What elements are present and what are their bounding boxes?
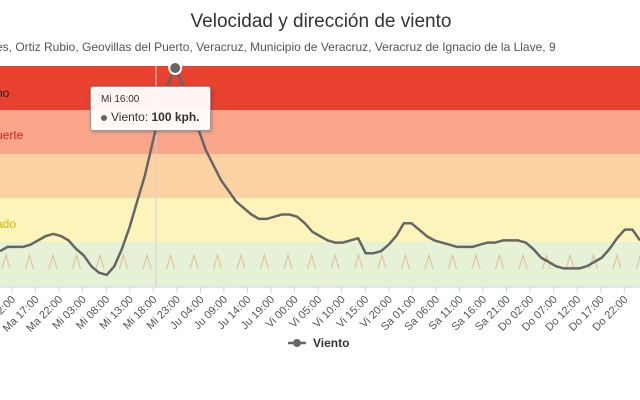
direction-arrow-icon [24, 252, 35, 270]
direction-arrow-icon [306, 252, 317, 270]
band-label-1: uerte [0, 128, 24, 142]
direction-arrow-icon [471, 252, 481, 270]
direction-arrow-icon [236, 252, 246, 270]
direction-arrow-icon [612, 252, 622, 270]
direction-arrow-icon [48, 252, 58, 270]
tooltip: Mi 16:00 Viento: 100 kph. [90, 86, 211, 131]
direction-arrow-icon [189, 252, 199, 270]
tooltip-row: Viento: 100 kph. [101, 110, 200, 124]
tooltip-time: Mi 16:00 [101, 94, 140, 105]
tooltip-value: 100 kph. [151, 110, 200, 124]
direction-arrow-icon [565, 252, 575, 270]
legend-marker-icon [293, 339, 301, 347]
direction-arrow-icon [71, 252, 82, 270]
direction-arrow-icon [118, 252, 129, 270]
direction-arrow-icon [377, 252, 387, 270]
band-2 [0, 154, 640, 198]
chart-subtitle: es, Ortiz Rubio, Geovillas del Puerto, V… [0, 40, 556, 54]
direction-arrow-icon [447, 252, 458, 270]
direction-arrow-icon [142, 252, 152, 270]
direction-arrow-icon [353, 252, 364, 270]
direction-arrow-icon [541, 252, 552, 270]
hover-point[interactable] [168, 61, 183, 75]
wind-bands [0, 66, 640, 287]
direction-arrow-icon [424, 252, 434, 270]
band-label-0: no [0, 86, 10, 100]
direction-arrow-icon [518, 252, 528, 270]
direction-arrow-icon [95, 252, 105, 270]
tooltip-series-dot-icon [101, 114, 107, 121]
tooltip-series-name: Viento [111, 110, 145, 124]
direction-arrow-icon [165, 252, 176, 270]
direction-arrow-icon [283, 252, 293, 270]
legend-label: Viento [313, 336, 349, 350]
band-labels: no uerte ado [0, 86, 24, 231]
band-label-3: ado [0, 217, 16, 231]
direction-arrow-icon [212, 252, 223, 270]
series-line-viento[interactable] [0, 66, 640, 277]
direction-arrow-icon [400, 252, 411, 270]
direction-arrow-icon [494, 252, 505, 270]
direction-arrow-icon [259, 252, 270, 270]
direction-arrow-icon [330, 252, 340, 270]
direction-arrows [1, 252, 640, 270]
chart-title: Velocidad y dirección de viento [191, 11, 452, 32]
legend[interactable]: Viento [288, 336, 349, 350]
direction-arrow-icon [635, 254, 640, 270]
direction-arrow-icon [1, 252, 11, 270]
